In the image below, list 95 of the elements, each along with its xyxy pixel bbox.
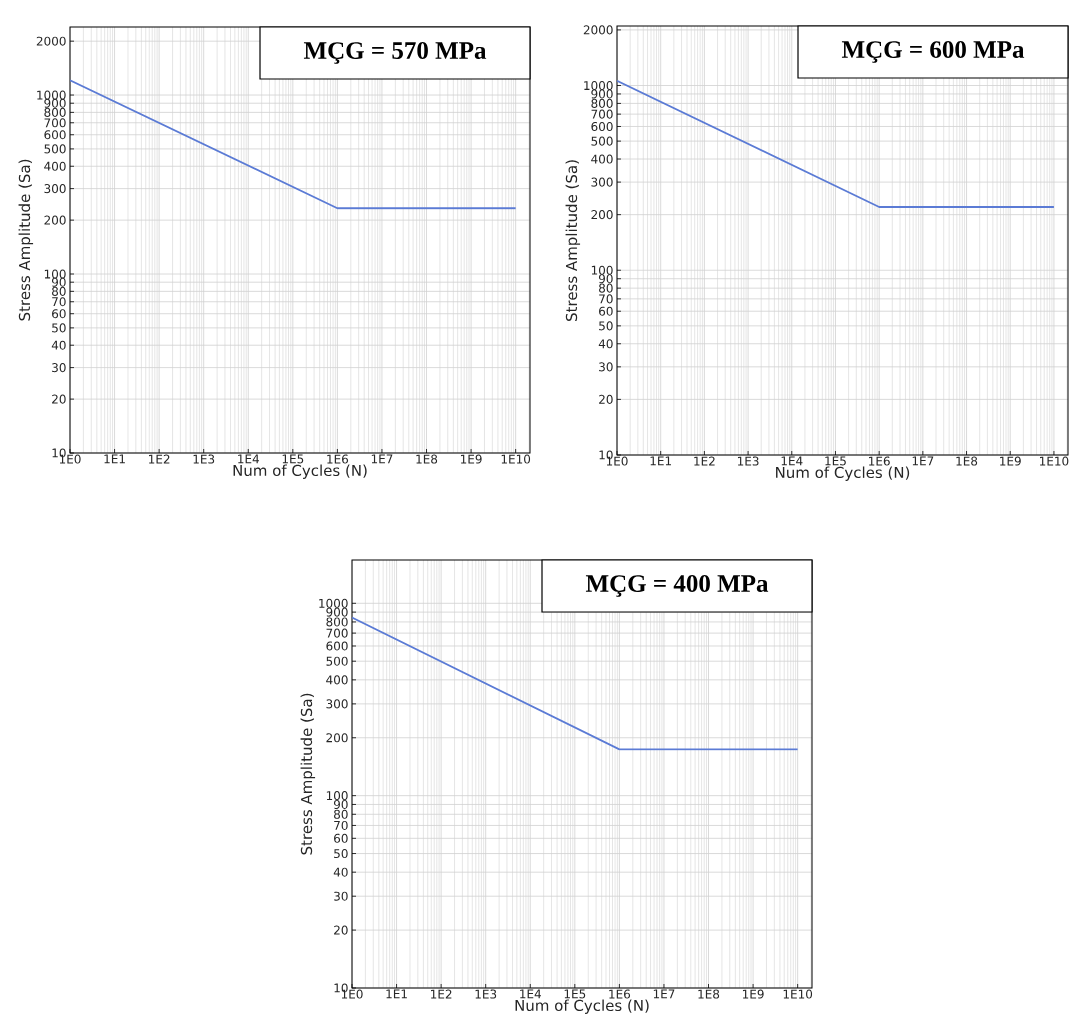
y-tick-label: 100 (591, 265, 613, 275)
y-tick-label: 60 (334, 833, 348, 843)
y-tick-label: 1000 (584, 80, 613, 91)
y-tick-label: 900 (44, 98, 66, 108)
x-tick-label: 1E4 (520, 989, 542, 999)
y-tick-label: 500 (44, 144, 66, 154)
y-tick-label: 300 (44, 184, 66, 194)
x-tick-label: 1E3 (737, 456, 759, 466)
y-tick-label: 80 (52, 286, 66, 296)
y-tick-label: 90 (51, 277, 66, 287)
y-tick-label: 400 (591, 154, 613, 164)
y-tick-label: 60 (599, 306, 613, 316)
x-tick-label: 1E1 (386, 989, 407, 999)
y-tick-label: 70 (599, 294, 613, 304)
y-tick-label: 300 (326, 699, 348, 709)
text: MÇG = 570 MPa (303, 42, 487, 64)
y-tick-label: 50 (52, 323, 66, 333)
y-tick-label: 50 (334, 849, 348, 859)
y-tick-label: 400 (44, 161, 66, 171)
y-tick-label: 200 (591, 210, 613, 220)
x-tick-label: 1E2 (149, 454, 170, 464)
y-tick-label: 1000 (37, 90, 66, 100)
y-tick-label: 900 (591, 89, 613, 99)
x-tick-label: 1E2 (694, 456, 715, 466)
y-axis-title: Stress Amplitude (Sa) (18, 159, 34, 321)
y-tick-label: 30 (599, 362, 613, 372)
x-axis-title: Num of Cycles (N) (776, 466, 910, 481)
y-tick-label: 600 (44, 130, 66, 140)
x-tick-label: 1E9 (742, 989, 764, 999)
x-tick-label: 1E3 (193, 454, 215, 464)
y-tick-label: 500 (326, 656, 348, 666)
x-tick-label: 1E5 (282, 454, 304, 464)
y-tick-label: 100 (44, 269, 66, 279)
y-tick-label: 1000 (319, 598, 348, 608)
y-tick-label: 70 (52, 297, 66, 307)
y-tick-label: 70 (334, 820, 348, 830)
y-tick-label: 400 (326, 675, 348, 685)
x-tick-label: 1E10 (1040, 456, 1069, 466)
y-tick-label: 900 (326, 607, 348, 617)
y-tick-label: 700 (326, 628, 348, 638)
y-tick-label: 500 (591, 136, 613, 146)
x-tick-label: 1E8 (416, 454, 438, 464)
y-tick-label: 60 (52, 309, 66, 319)
y-tick-label: 80 (599, 283, 613, 293)
y-tick-label: 800 (44, 107, 66, 117)
x-tick-label: 1E9 (1000, 456, 1021, 466)
y-tick-label: 100 (326, 791, 348, 801)
x-tick-label: 1E6 (869, 456, 890, 466)
y-axis-title: Stress Amplitude (Sa) (565, 160, 581, 321)
y-tick-label: 700 (591, 109, 613, 119)
x-tick-label: 1E6 (327, 454, 349, 464)
y-tick-label: 50 (599, 321, 613, 331)
y-tick-label: 2000 (36, 36, 66, 46)
y-tick-label: 90 (598, 274, 613, 284)
y-tick-label: 300 (591, 177, 613, 187)
y-tick-label: 600 (591, 121, 613, 132)
y-axis-title: Stress Amplitude (Sa) (300, 693, 316, 855)
y-tick-label: 30 (334, 891, 348, 901)
text: MÇG = 400 MPa (585, 575, 769, 597)
y-tick-label: 800 (591, 98, 613, 108)
x-tick-label: 1E1 (104, 454, 125, 464)
x-tick-label: 1E7 (371, 454, 393, 464)
x-axis-title: Num of Cycles (N) (233, 464, 367, 479)
y-tick-label: 700 (44, 118, 66, 128)
x-tick-label: 1E2 (431, 989, 452, 999)
y-tick-label: 20 (334, 925, 348, 935)
y-tick-label: 40 (333, 867, 348, 877)
x-tick-label: 1E9 (460, 454, 482, 464)
y-tick-label: 2000 (583, 25, 613, 35)
x-tick-label: 1E3 (475, 989, 497, 999)
x-tick-label: 1E8 (956, 456, 978, 466)
y-tick-label: 40 (598, 339, 613, 349)
y-tick-label: 600 (326, 641, 348, 651)
x-tick-label: 1E10 (783, 989, 813, 999)
x-tick-label: 1E6 (609, 989, 631, 999)
x-tick-label: 1E5 (825, 456, 846, 466)
x-tick-label: 1E7 (912, 456, 934, 466)
text: MÇG = 600 MPa (841, 41, 1025, 63)
y-tick-label: 200 (326, 733, 348, 743)
x-axis-title: Num of Cycles (N) (515, 999, 649, 1014)
y-tick-label: 30 (52, 363, 66, 373)
x-tick-label: 1E5 (564, 989, 586, 999)
y-tick-label: 200 (44, 215, 66, 225)
y-tick-label: 20 (52, 394, 66, 404)
x-tick-label: 1E4 (238, 454, 260, 464)
x-tick-label: 1E8 (698, 989, 720, 999)
x-tick-label: 1E10 (501, 454, 531, 464)
y-tick-label: 90 (333, 799, 348, 809)
y-tick-label: 800 (326, 617, 348, 627)
x-tick-label: 1E1 (650, 456, 672, 466)
y-tick-label: 80 (334, 809, 348, 819)
x-tick-label: 1E4 (781, 456, 803, 466)
y-tick-label: 40 (51, 340, 66, 350)
y-tick-label: 20 (599, 394, 613, 404)
x-tick-label: 1E7 (653, 989, 675, 999)
